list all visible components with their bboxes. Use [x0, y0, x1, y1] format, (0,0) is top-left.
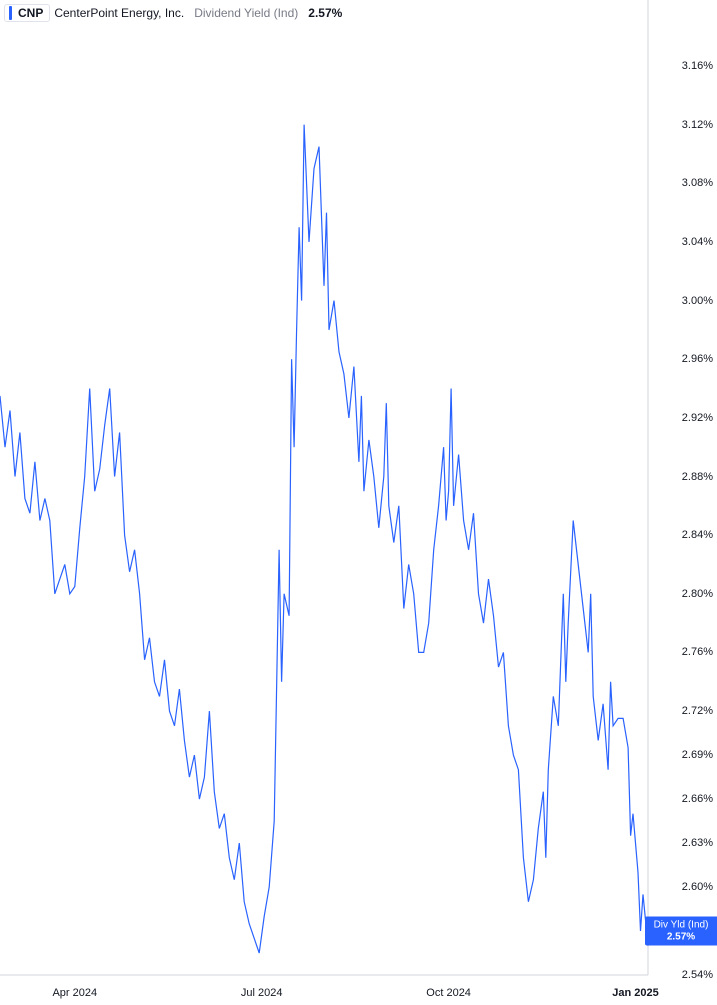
y-tick-label: 2.80%: [682, 588, 713, 600]
metric-value: 2.57%: [308, 6, 342, 20]
y-tick-label: 2.72%: [682, 705, 713, 717]
current-value-tag: Div Yld (Ind) 2.57%: [645, 917, 717, 946]
ticker-chip[interactable]: CNP: [4, 4, 50, 22]
y-tick-label: 2.63%: [682, 837, 713, 849]
metric-label: Dividend Yield (Ind): [194, 6, 298, 20]
y-tick-label: 3.00%: [682, 295, 713, 307]
x-tick-label: Oct 2024: [426, 987, 471, 999]
ticker-accent-bar: [9, 6, 12, 20]
y-tick-label: 2.96%: [682, 353, 713, 365]
y-tick-label: 2.88%: [682, 471, 713, 483]
y-tick-label: 3.16%: [682, 60, 713, 72]
y-tick-label: 2.60%: [682, 881, 713, 893]
y-tick-label: 3.04%: [682, 236, 713, 248]
x-tick-label: Apr 2024: [52, 987, 97, 999]
chart-container: CNP CenterPoint Energy, Inc. Dividend Yi…: [0, 0, 717, 1005]
chart-meta: CenterPoint Energy, Inc. Dividend Yield …: [54, 6, 342, 20]
y-tick-label: 2.66%: [682, 793, 713, 805]
x-tick-label: Jan 2025: [612, 987, 658, 999]
series-line: [0, 125, 648, 953]
x-tick-label: Jul 2024: [241, 987, 283, 999]
price-tag-label: Div Yld (Ind): [651, 920, 711, 932]
y-tick-label: 2.69%: [682, 749, 713, 761]
chart-header: CNP CenterPoint Energy, Inc. Dividend Yi…: [4, 4, 342, 22]
company-name: CenterPoint Energy, Inc.: [54, 6, 184, 20]
price-tag-value: 2.57%: [651, 931, 711, 943]
y-tick-label: 2.92%: [682, 412, 713, 424]
y-tick-label: 2.54%: [682, 969, 713, 981]
y-tick-label: 2.76%: [682, 646, 713, 658]
y-tick-label: 3.12%: [682, 119, 713, 131]
chart-svg[interactable]: [0, 0, 717, 1005]
y-tick-label: 2.84%: [682, 529, 713, 541]
y-tick-label: 3.08%: [682, 177, 713, 189]
ticker-symbol: CNP: [18, 6, 43, 20]
